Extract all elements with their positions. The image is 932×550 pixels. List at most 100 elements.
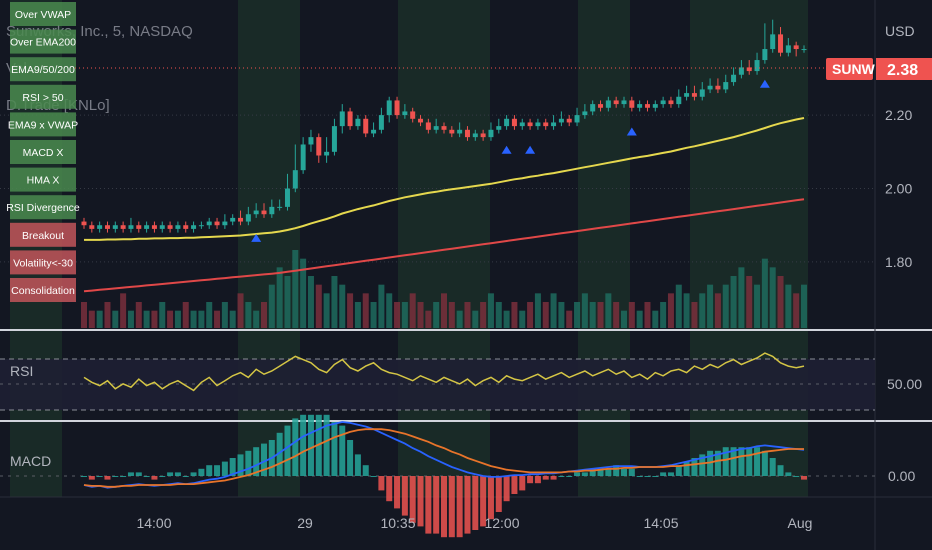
candle: [691, 85, 697, 101]
candle: [378, 107, 384, 134]
candle: [754, 52, 760, 75]
buy-signal-marker: [626, 127, 637, 136]
macd-histogram-bar: [190, 472, 197, 476]
candle-body: [316, 137, 322, 156]
macd-label[interactable]: MACD: [10, 453, 51, 469]
rsi-label[interactable]: RSI: [10, 363, 33, 379]
candle-body: [292, 170, 298, 189]
candle-body: [331, 126, 337, 152]
candle-body: [222, 221, 228, 226]
volume-bar: [182, 302, 189, 328]
volume-bar: [464, 302, 471, 328]
candle: [128, 217, 134, 233]
candle-body: [144, 225, 150, 229]
macd-histogram-bar: [81, 476, 87, 477]
candle: [558, 111, 564, 127]
candle-body: [715, 85, 721, 90]
volume-bar: [566, 310, 573, 328]
candle-body: [551, 122, 557, 127]
ema200-path: [83, 198, 805, 293]
candle: [277, 199, 283, 211]
candle: [629, 96, 635, 112]
signal-tag-label: EMA9/50/200: [11, 64, 75, 76]
volume-bar: [206, 302, 213, 328]
macd-histogram-bar: [386, 476, 393, 502]
volume-bar: [127, 310, 134, 328]
candle-body: [504, 118, 510, 127]
volume-bar: [315, 284, 322, 328]
candle: [738, 60, 744, 79]
signal-tag-label: Breakout: [22, 230, 64, 242]
macd-histogram-bar: [793, 476, 800, 477]
signal-tag-bg: [10, 29, 76, 54]
candle: [300, 137, 306, 174]
candle-body: [81, 221, 87, 226]
candle: [183, 221, 189, 233]
candle: [269, 199, 275, 218]
candle: [660, 96, 666, 108]
macd-histogram-bar: [441, 476, 447, 538]
macd-histogram-bar: [605, 468, 612, 476]
candle-body: [457, 129, 463, 134]
candle-body: [566, 118, 572, 123]
volume-bar: [284, 276, 291, 328]
volume-bar: [425, 310, 432, 328]
signal-tag-bg: [10, 57, 76, 82]
candle-body: [300, 144, 306, 171]
macd-histogram-bar: [566, 476, 573, 477]
volume-bar: [151, 310, 158, 328]
candles: [81, 19, 807, 233]
price-axis[interactable]: 2.20 2.00 1.80: [885, 107, 912, 270]
macd-histogram-bar: [699, 454, 706, 476]
volume-bar: [174, 310, 181, 328]
signal-tag-label: HMA X: [27, 175, 60, 187]
volume-bar: [487, 293, 494, 328]
candle-body: [746, 67, 752, 72]
volume-bar: [378, 284, 385, 328]
candle-body: [261, 210, 267, 215]
macd-histogram-bar: [660, 472, 667, 476]
price-tag-bg: [876, 58, 932, 80]
candle: [136, 221, 142, 233]
macd-histogram-bar: [675, 465, 682, 476]
candle: [605, 96, 611, 112]
candle: [261, 203, 267, 218]
macd-histogram-bar: [777, 465, 784, 476]
macd-histogram-bar: [613, 465, 620, 476]
candle-body: [488, 129, 494, 138]
macd-histogram-bar: [581, 472, 588, 476]
macd-histogram-bar: [401, 476, 408, 516]
macd-histogram-bar: [135, 472, 142, 476]
candle-body: [386, 100, 392, 116]
candle-body: [245, 214, 251, 222]
candle-body: [801, 49, 807, 51]
candle-body: [785, 45, 791, 53]
candle: [480, 129, 486, 141]
candle-body: [433, 126, 439, 130]
signal-tag-bg: [10, 278, 76, 302]
candle: [81, 217, 87, 229]
candle-body: [151, 225, 157, 229]
time-axis[interactable]: 14:00 29 10:35 12:00 14:05 Aug: [136, 515, 812, 531]
macd-histogram-bar: [754, 447, 761, 476]
candle-body: [394, 100, 400, 116]
candle: [527, 118, 533, 130]
time-tick: 14:05: [643, 515, 678, 531]
candle: [167, 221, 173, 233]
candle-body: [378, 115, 384, 130]
macd-histogram-bar: [495, 476, 502, 512]
candle: [347, 107, 353, 130]
macd-histogram-bar: [574, 472, 581, 476]
macd-histogram-bar: [221, 461, 228, 476]
volume-bar: [120, 293, 127, 328]
volume-bar: [660, 302, 667, 328]
macd-path: [83, 421, 805, 489]
candle-body: [183, 225, 189, 229]
volume-bar: [221, 302, 228, 328]
candle-body: [191, 225, 197, 229]
candle-body: [112, 225, 118, 229]
time-tick: 12:00: [484, 515, 519, 531]
macd-histogram-bar: [112, 476, 119, 477]
macd-histogram-bar: [370, 476, 377, 477]
